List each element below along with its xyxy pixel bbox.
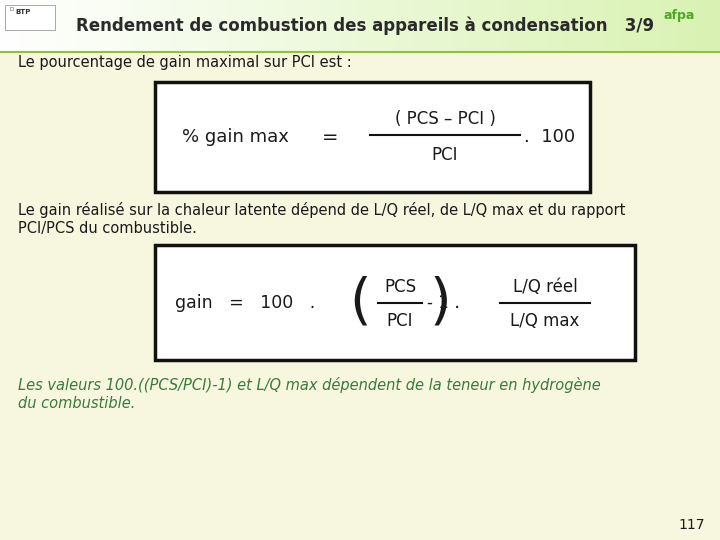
Text: - 1: - 1 [427, 294, 449, 312]
Text: ( PCS – PCI ): ( PCS – PCI ) [395, 110, 495, 128]
Text: PCI: PCI [432, 146, 458, 164]
Text: (: ( [349, 275, 371, 329]
Text: BTP: BTP [15, 9, 30, 15]
Bar [5, 5, 55, 30]
Text: PCI/PCS du combustible.: PCI/PCS du combustible. [18, 220, 197, 235]
Text: % gain max: % gain max [181, 128, 289, 146]
Text: PCI: PCI [387, 312, 413, 329]
Text: .  100: . 100 [524, 128, 575, 146]
Bar [155, 245, 635, 360]
Text: =: = [322, 127, 338, 146]
Text: Les valeurs 100.((PCS/PCI)-1) et L/Q max dépendent de la teneur en hydrogène: Les valeurs 100.((PCS/PCI)-1) et L/Q max… [18, 377, 600, 393]
Text: afpа: afpа [664, 9, 695, 22]
Text: gain   =   100   .: gain = 100 . [175, 294, 315, 312]
Text: D: D [10, 7, 14, 12]
Text: L/Q max: L/Q max [510, 312, 580, 329]
Text: 117: 117 [678, 518, 705, 532]
Text: Le pourcentage de gain maximal sur PCI est :: Le pourcentage de gain maximal sur PCI e… [18, 55, 352, 70]
Text: PCS: PCS [384, 278, 416, 295]
Bar [155, 82, 590, 192]
Text: L/Q réel: L/Q réel [513, 278, 577, 295]
Text: Le gain réalisé sur la chaleur latente dépend de L/Q réel, de L/Q max et du rapp: Le gain réalisé sur la chaleur latente d… [18, 202, 626, 218]
Text: du combustible.: du combustible. [18, 395, 135, 410]
Text: ): ) [429, 275, 451, 329]
Text: Rendement de combustion des appareils à condensation   3/9: Rendement de combustion des appareils à … [76, 17, 654, 35]
Text: .: . [454, 293, 460, 312]
